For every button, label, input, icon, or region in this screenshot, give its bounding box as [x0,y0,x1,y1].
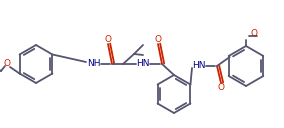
Text: O: O [105,35,112,45]
Text: O: O [154,35,162,45]
Text: NH: NH [87,60,101,68]
Text: O: O [218,83,224,92]
Text: O: O [250,29,258,39]
Text: HN: HN [136,60,150,68]
Text: HN: HN [192,61,206,71]
Text: O: O [3,60,11,68]
